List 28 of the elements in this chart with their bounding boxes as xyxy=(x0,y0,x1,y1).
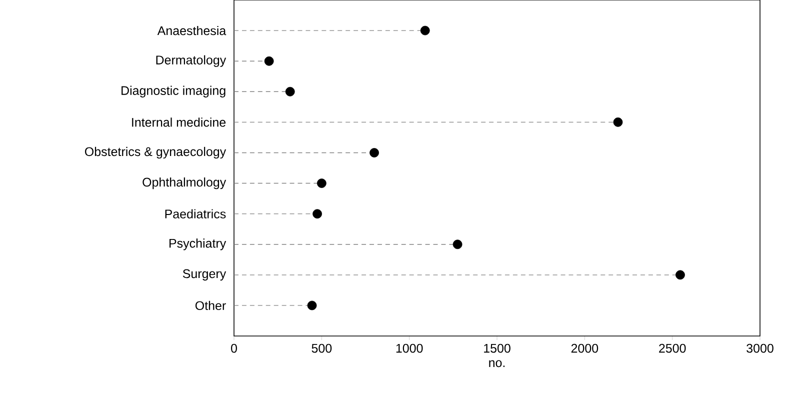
y-tick-label: Psychiatry xyxy=(170,238,226,250)
x-tick-label: 0 xyxy=(231,344,237,353)
x-tick-label: 1000 xyxy=(396,344,423,353)
y-tick-label: Other xyxy=(195,300,226,310)
x-tick-label: 500 xyxy=(312,344,332,353)
y-tick-label: Paediatrics xyxy=(165,209,226,218)
point xyxy=(316,178,326,188)
y-tick-label: Diagnostic imaging xyxy=(122,86,226,98)
point xyxy=(452,240,462,250)
point xyxy=(420,26,430,36)
y-tick-label: Obstetrics & gynaecology xyxy=(84,146,226,159)
point xyxy=(676,270,685,280)
point xyxy=(312,209,322,219)
x-tick-label: 1500 xyxy=(484,344,510,353)
point xyxy=(285,86,295,96)
point xyxy=(307,300,317,310)
y-tick-label: Ophthalmology xyxy=(142,177,226,190)
point xyxy=(613,117,623,127)
x-tick-label: 3000 xyxy=(746,344,774,353)
y-tick-label: Dermatology xyxy=(156,55,226,67)
x-tick-label: 2000 xyxy=(571,344,598,353)
y-tick-label: Surgery xyxy=(182,269,226,281)
x-axis-title: no. xyxy=(489,360,505,368)
y-tick-label: Internal medicine xyxy=(132,118,226,127)
point xyxy=(370,148,379,158)
x-tick-label: 2500 xyxy=(659,344,686,353)
point xyxy=(264,56,274,66)
y-tick-label: Anaesthesia xyxy=(157,26,226,36)
